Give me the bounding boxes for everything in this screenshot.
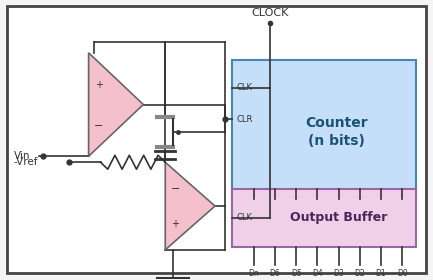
Text: D1: D1 bbox=[376, 269, 386, 278]
Text: CLK: CLK bbox=[237, 213, 253, 223]
Text: Vin: Vin bbox=[14, 151, 30, 161]
Text: −: − bbox=[94, 122, 103, 131]
Text: Output Buffer: Output Buffer bbox=[290, 211, 388, 225]
FancyBboxPatch shape bbox=[232, 189, 416, 247]
Text: D5: D5 bbox=[291, 269, 301, 278]
FancyBboxPatch shape bbox=[232, 60, 416, 199]
Text: D3: D3 bbox=[333, 269, 344, 278]
Text: D0: D0 bbox=[397, 269, 407, 278]
Polygon shape bbox=[165, 162, 215, 250]
Text: CLR: CLR bbox=[237, 115, 253, 124]
Text: -Vref: -Vref bbox=[14, 157, 39, 167]
Text: Counter
(n bits): Counter (n bits) bbox=[306, 116, 368, 148]
Text: D6: D6 bbox=[270, 269, 281, 278]
Text: +: + bbox=[94, 80, 103, 90]
Text: −: − bbox=[171, 184, 180, 194]
Polygon shape bbox=[89, 53, 143, 156]
FancyBboxPatch shape bbox=[7, 6, 426, 273]
Text: +: + bbox=[171, 219, 179, 229]
Text: D2: D2 bbox=[355, 269, 365, 278]
Text: CLK: CLK bbox=[237, 83, 253, 92]
Text: D4: D4 bbox=[312, 269, 323, 278]
Text: Dn: Dn bbox=[249, 269, 259, 278]
Text: CLOCK: CLOCK bbox=[251, 8, 288, 18]
